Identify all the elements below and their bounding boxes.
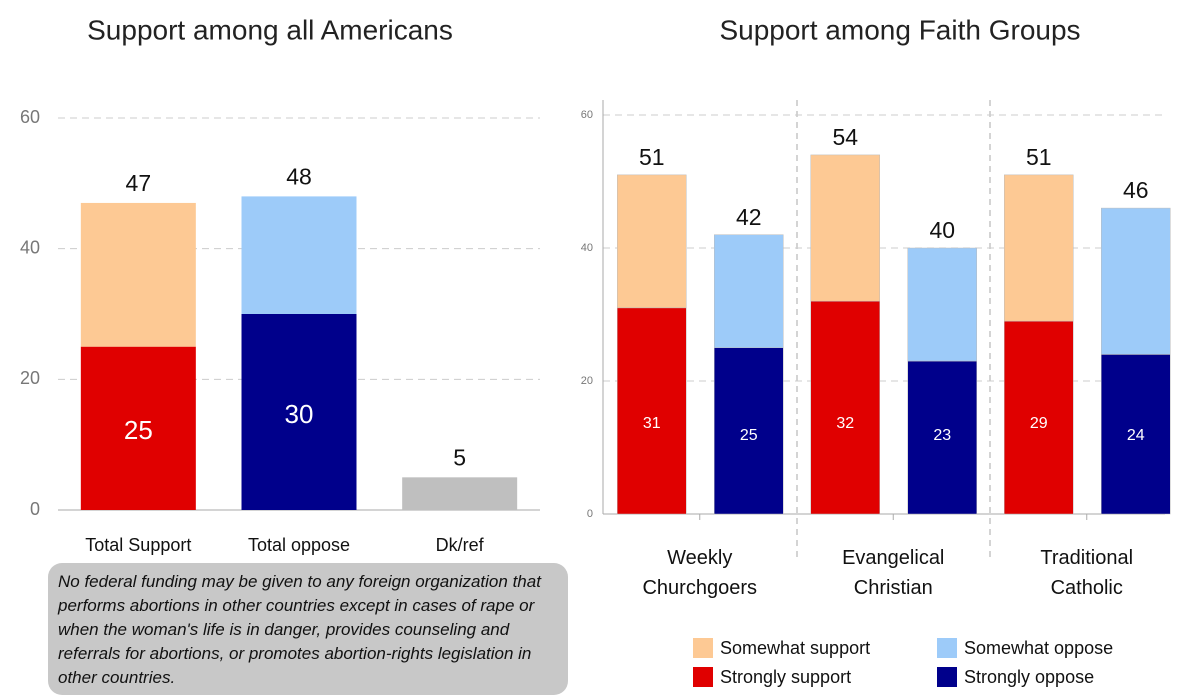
legend-swatch [937,638,957,658]
bar-segment [714,347,784,515]
y-tick-label: 60 [581,109,593,121]
total-label: 40 [929,217,955,243]
y-tick-label: 40 [20,237,40,257]
total-label: 47 [126,170,152,196]
data-label: 29 [1030,415,1048,432]
total-label: 46 [1123,177,1149,203]
chart-title: Support among Faith Groups [719,14,1080,45]
chart-title: Support among all Americans [87,14,453,45]
data-label: 25 [740,427,758,444]
total-label: 5 [453,444,466,470]
bar-segment [907,247,977,362]
bar-segment [810,154,880,302]
legend-label: Strongly support [720,667,851,687]
legend-swatch [693,667,713,687]
bar-segment [402,477,518,510]
legend-label: Strongly oppose [964,667,1094,687]
bar-segment [617,307,687,515]
data-label: 30 [285,399,314,429]
y-tick-label: 40 [581,242,593,254]
legend-label: Somewhat oppose [964,638,1113,658]
x-tick-label: Total oppose [248,535,350,555]
bar-segment [80,346,196,510]
y-tick-label: 0 [587,508,593,520]
total-label: 51 [639,144,665,170]
y-tick-label: 60 [20,107,40,127]
data-label: 32 [836,415,854,432]
bar-segment [810,300,880,515]
legend-swatch [693,638,713,658]
bar-segment [1101,354,1171,515]
legend-swatch [937,667,957,687]
bar-segment [1101,207,1171,355]
bar-segment [1004,320,1074,515]
total-label: 54 [832,124,858,150]
bar-segment [241,314,357,510]
data-label: 25 [124,415,153,445]
x-tick-label: Weekly Churchgoers [642,547,757,599]
data-label: 24 [1127,427,1145,444]
y-tick-label: 0 [30,499,40,519]
data-label: 31 [643,415,661,432]
total-label: 48 [286,163,312,189]
legend-label: Somewhat support [720,638,870,658]
x-tick-label: Total Support [85,535,191,555]
data-label: 23 [933,427,951,444]
total-label: 42 [736,204,762,230]
bar-segment [714,234,784,348]
bar-segment [241,196,357,314]
y-tick-label: 20 [581,375,593,387]
note: No federal funding may be given to any f… [48,563,568,695]
total-label: 51 [1026,144,1052,170]
x-tick-label: Dk/ref [436,535,485,555]
bar-segment [1004,174,1074,322]
x-tick-label: Traditional Catholic [1040,547,1134,599]
bar-segment [617,174,687,309]
x-tick-label: Evangelical Christian [842,547,945,599]
bar-segment [80,202,196,347]
y-tick-label: 20 [20,368,40,388]
